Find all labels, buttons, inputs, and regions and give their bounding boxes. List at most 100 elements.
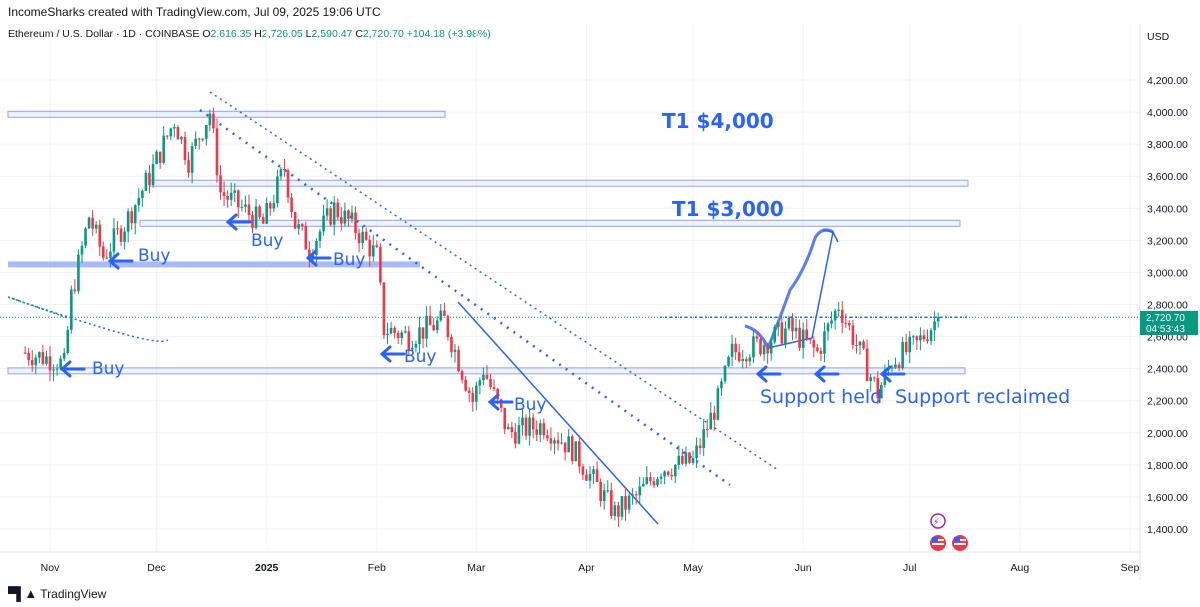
candle-body [297, 224, 300, 229]
time-tick: Feb [368, 562, 386, 574]
candle-body [926, 339, 929, 342]
candle-body [190, 146, 194, 173]
candle-body [148, 172, 151, 186]
price-axis-ticks[interactable]: 1,400.00 1,600.00 1,800.00 2,000.00 2,200.00… [1147, 75, 1188, 536]
candle-body [698, 445, 702, 448]
events-icon[interactable]: ⚡ [930, 513, 946, 529]
candle-body [865, 348, 869, 382]
candle-body [567, 436, 570, 453]
price-tick: 3,000.00 [1147, 267, 1188, 279]
price-chart[interactable]: T1 $4,000 T1 $3,000 Buy Buy Buy Buy Buy Buy Supp… [0, 24, 1200, 580]
candle-body [904, 341, 908, 353]
symbol-name[interactable]: Ethereum / U.S. Dollar · 1D · COINBASE [8, 28, 200, 40]
candle-body [340, 217, 343, 224]
candle-body [265, 203, 269, 224]
us-flag-icon[interactable] [952, 535, 968, 551]
candle-body [300, 224, 304, 227]
candle-body [439, 310, 443, 321]
candle-body [421, 327, 425, 339]
candle-body [453, 349, 457, 352]
high-value: 2,726.05 [261, 28, 303, 40]
candle-body [506, 427, 510, 430]
candle-body [560, 442, 563, 444]
buy-arrow-icon [59, 360, 86, 378]
candle-body [794, 327, 798, 332]
candle-body [791, 317, 794, 332]
candle-body [109, 251, 112, 258]
candle-body [631, 494, 634, 496]
candle-body [293, 212, 297, 229]
support-held-label: Support held [760, 386, 882, 408]
low-value: 2,590.47 [311, 28, 353, 40]
candle-body [208, 113, 212, 126]
candle-body [41, 352, 45, 364]
close-value: 2,720.70 [362, 28, 404, 40]
candle-body [130, 211, 134, 224]
candle-body [435, 320, 439, 331]
candle-body [94, 224, 98, 229]
time-tick: Mar [467, 562, 486, 574]
candle-body [70, 289, 73, 330]
candle-body [492, 387, 496, 389]
candle-body [542, 423, 546, 436]
open-label: O [202, 28, 211, 40]
candle-body [98, 224, 102, 247]
candle-body [823, 331, 826, 354]
candle-body [805, 329, 809, 340]
candle-body [325, 208, 329, 216]
candle-body [606, 490, 610, 492]
candle-body [578, 441, 581, 467]
grid-lines [0, 24, 1140, 552]
candle-body [205, 125, 208, 139]
candle-body [215, 128, 219, 176]
change-value: +104.18 (+3.98%) [406, 28, 491, 40]
price-tick: 4,200.00 [1147, 75, 1188, 87]
candle-body [880, 384, 883, 399]
currency-label[interactable]: USD [1147, 31, 1170, 43]
candle-body [766, 345, 769, 354]
candle-body [414, 343, 418, 348]
candle-body [450, 337, 453, 352]
footer: ▀▌▲ TradingView [0, 580, 1200, 607]
buy-arrow-icon [225, 213, 252, 231]
candle-body [570, 436, 574, 462]
time-axis-ticks[interactable]: Nov Dec 2025 Feb Mar Apr May Jun Jul Aug Sep [41, 562, 1140, 574]
svg-text:⚡: ⚡ [933, 518, 939, 528]
price-tick: 1,600.00 [1147, 492, 1188, 504]
candle-body [457, 349, 460, 372]
candle-body [286, 170, 290, 198]
candle-body [627, 495, 631, 510]
candle-body [517, 425, 521, 444]
candle-body [350, 212, 354, 219]
candle-body [919, 335, 922, 341]
candle-body [489, 378, 492, 388]
candle-body [901, 341, 904, 369]
candle-body [123, 231, 126, 242]
candle-body [787, 317, 791, 329]
candle-body [826, 323, 830, 332]
candle-body [649, 477, 652, 482]
candle-body [393, 327, 396, 333]
candle-body [23, 352, 27, 354]
candle-body [581, 466, 585, 475]
candle-body [499, 399, 503, 408]
candle-body [386, 333, 389, 336]
bar-countdown: 04:53:43 [1146, 324, 1185, 335]
candle-body [55, 368, 59, 370]
tradingview-logo[interactable]: ▀▌▲ TradingView [8, 586, 106, 601]
price-tick: 3,800.00 [1147, 139, 1188, 151]
price-tick: 2,400.00 [1147, 364, 1188, 376]
buy-label: Buy [333, 250, 366, 270]
candle-body [318, 231, 322, 241]
candle-body [784, 328, 787, 344]
us-flag-icon[interactable] [930, 535, 946, 551]
buy-arrow-icon [379, 345, 406, 363]
candle-body [229, 192, 233, 200]
candle-body [482, 374, 485, 381]
candle-body [720, 381, 723, 389]
support-arrow-icon [879, 365, 906, 383]
support-arrow-icon [813, 365, 840, 383]
candle-body [876, 378, 880, 399]
candle-body [112, 228, 116, 252]
candle-body [52, 369, 55, 371]
